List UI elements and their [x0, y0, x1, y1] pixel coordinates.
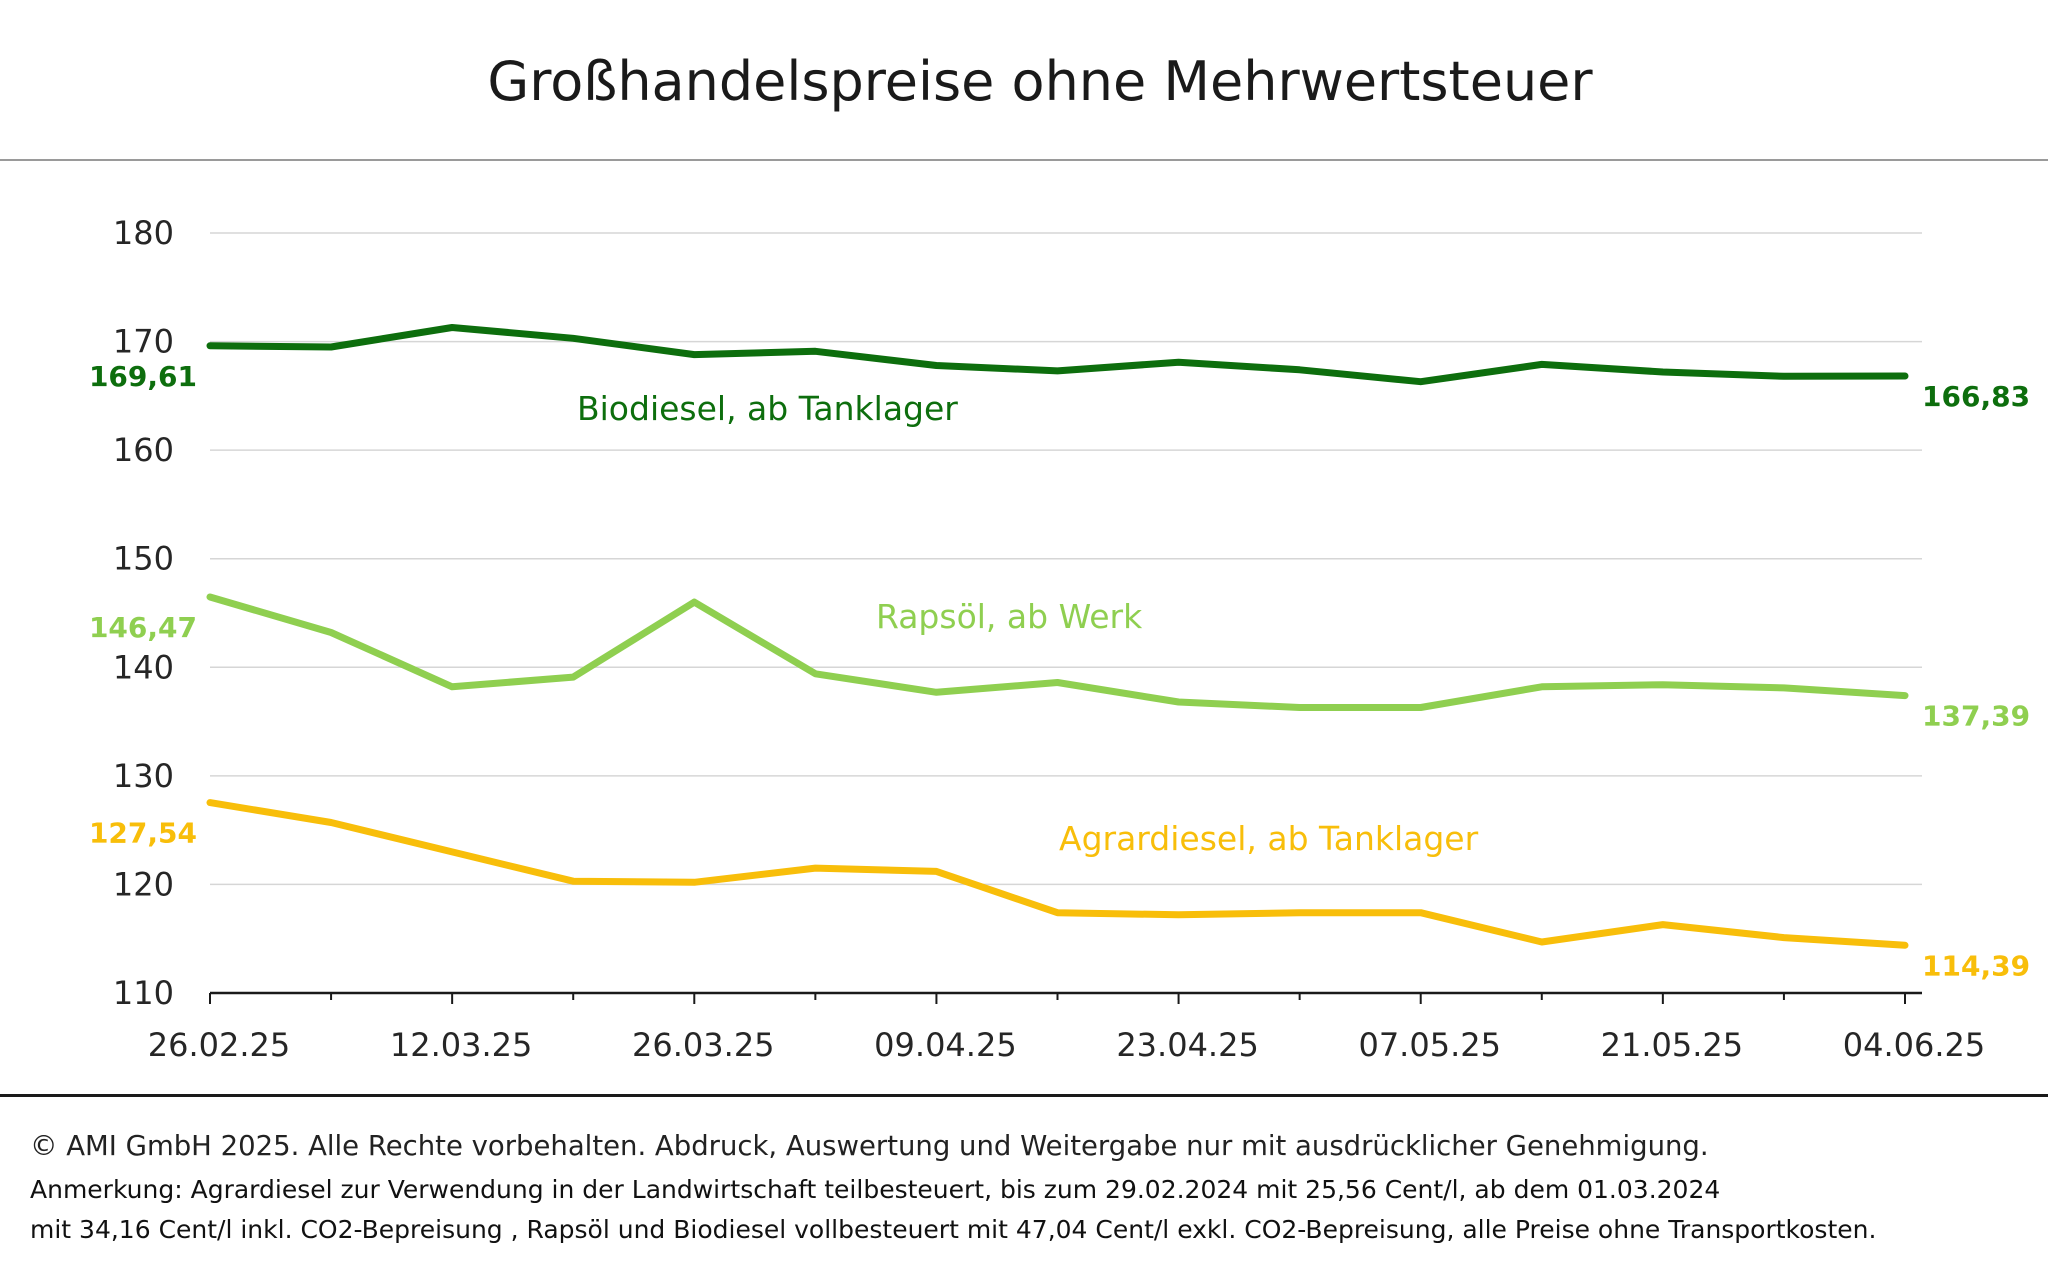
series-label: Rapsöl, ab Werk — [876, 597, 1143, 636]
y-tick-label: 130 — [113, 757, 174, 795]
title-divider — [0, 159, 2048, 161]
gridlines — [210, 232, 1922, 886]
last-value-label: 166,83 — [1922, 380, 2030, 413]
x-tick-label: 26.02.25 — [148, 1026, 291, 1064]
first-value-label: 146,47 — [89, 611, 197, 644]
series-line — [206, 324, 1909, 386]
x-tick-label: 12.03.25 — [390, 1026, 533, 1064]
footer-divider — [0, 1094, 2048, 1097]
x-tick-label: 04.06.25 — [1843, 1026, 1986, 1064]
note-line-1: Anmerkung: Agrardiesel zur Verwendung in… — [30, 1175, 1721, 1204]
chart-title: Großhandelspreise ohne Mehrwertsteuer — [487, 50, 1593, 113]
series-label: Agrardiesel, ab Tanklager — [1059, 819, 1479, 858]
y-tick-label: 180 — [113, 214, 174, 252]
line-chart: 110 120 130 140 150 160 170 180 26.02.25 12.03.25… — [89, 214, 2030, 1064]
labels: Biodiesel, ab Tanklager 169,61 166,83 Rapsö… — [89, 360, 2030, 983]
first-value-label: 169,61 — [89, 360, 197, 393]
axes: 110 120 130 140 150 160 170 180 26.02.25 12.03.25… — [113, 214, 1985, 1064]
series-label: Biodiesel, ab Tanklager — [577, 389, 958, 428]
y-tick-label: 170 — [113, 323, 174, 361]
first-value-label: 127,54 — [89, 817, 197, 850]
x-tick-label: 07.05.25 — [1358, 1026, 1501, 1064]
last-value-label: 114,39 — [1922, 949, 2030, 982]
last-value-label: 137,39 — [1922, 700, 2030, 733]
note-line-2: mit 34,16 Cent/l inkl. CO2-Bepreisung , … — [30, 1215, 1877, 1244]
x-tick-label: 09.04.25 — [874, 1026, 1017, 1064]
x-tick-label: 26.03.25 — [632, 1026, 775, 1064]
series-line — [206, 593, 1909, 711]
series-line — [206, 799, 1909, 949]
y-tick-label: 140 — [113, 648, 174, 686]
y-tick-label: 110 — [113, 974, 174, 1012]
x-tick-label: 23.04.25 — [1116, 1026, 1259, 1064]
y-tick-label: 150 — [113, 540, 174, 578]
series-lines — [206, 324, 1909, 949]
copyright-text: © AMI GmbH 2025. Alle Rechte vorbehalten… — [30, 1130, 1709, 1162]
x-tick-label: 21.05.25 — [1601, 1026, 1744, 1064]
y-tick-label: 160 — [113, 431, 174, 469]
footer: © AMI GmbH 2025. Alle Rechte vorbehalten… — [30, 1130, 2040, 1250]
y-tick-label: 120 — [113, 865, 174, 903]
